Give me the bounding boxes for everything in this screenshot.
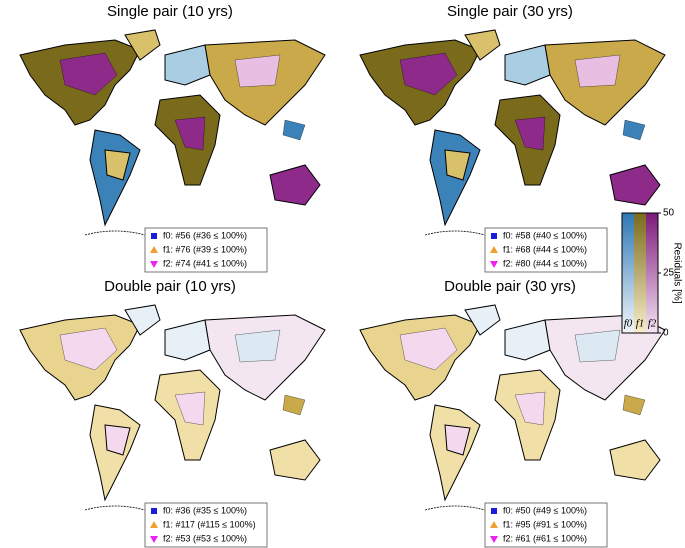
region: [609, 164, 661, 206]
legend-marker: [150, 521, 158, 528]
region: [622, 394, 646, 416]
colorbar-column-label: f1: [636, 318, 645, 330]
legend-marker: [491, 233, 497, 239]
region: [234, 54, 281, 88]
legend-label: f1: #117 (#115 ≤ 100%): [163, 519, 256, 529]
legend-marker: [490, 246, 498, 253]
region: [59, 327, 118, 371]
region: [399, 327, 458, 371]
map-panel: Single pair (10 yrs) f0: #56 (#36 ≤ 100%)…: [19, 3, 326, 273]
region: [504, 44, 551, 86]
legend-label: f0: #58 (#40 ≤ 100%): [503, 230, 587, 240]
legend-box: [144, 502, 268, 548]
region: [282, 119, 306, 141]
region: [104, 149, 131, 181]
region: [174, 391, 206, 426]
region: [104, 424, 131, 456]
panel-title: Double pair (30 yrs): [444, 278, 576, 295]
legend-label: f1: #68 (#44 ≤ 100%): [503, 244, 587, 254]
panel-title: Double pair (10 yrs): [104, 278, 236, 295]
legend-label: f0: #56 (#36 ≤ 100%): [163, 230, 247, 240]
map-panel: Double pair (10 yrs) f0: #36 (#35 ≤ 100%)…: [19, 278, 326, 548]
legend-marker: [490, 521, 498, 528]
legend-label: f2: #61 (#61 ≤ 100%): [503, 533, 587, 543]
region: [574, 54, 621, 88]
region: [124, 304, 161, 336]
region: [622, 119, 646, 141]
legend-label: f1: #95 (#91 ≤ 100%): [503, 519, 587, 529]
colorbar-tick-label: 0: [663, 328, 669, 339]
legend-marker: [490, 536, 498, 543]
legend-marker: [490, 261, 498, 268]
region: [609, 439, 661, 481]
region: [269, 164, 321, 206]
region: [164, 319, 211, 361]
colorbar-label: Residuals [%]: [671, 242, 682, 303]
colorbar-tick-label: 50: [663, 208, 675, 219]
panel-title: Single pair (30 yrs): [447, 3, 573, 20]
region: [464, 29, 501, 61]
legend-label: f1: #76 (#39 ≤ 100%): [163, 244, 247, 254]
legend-marker: [150, 261, 158, 268]
legend-box: [484, 502, 608, 548]
map-panel: Double pair (30 yrs) f0: #50 (#49 ≤ 100%)…: [359, 278, 666, 548]
legend-box: [144, 227, 268, 273]
region: [514, 391, 546, 426]
legend-label: f0: #36 (#35 ≤ 100%): [163, 505, 247, 515]
region: [234, 329, 281, 363]
region: [514, 116, 546, 151]
colorbar-column-label: f0: [624, 318, 633, 330]
panel-title: Single pair (10 yrs): [107, 3, 233, 20]
region: [59, 52, 118, 96]
colorbar-column-label: f2: [648, 318, 657, 330]
region: [504, 319, 551, 361]
legend-box: [484, 227, 608, 273]
colorbar-column: [646, 213, 658, 333]
legend-marker: [151, 508, 157, 514]
colorbar-column: [634, 213, 646, 333]
region: [282, 394, 306, 416]
legend-marker: [491, 508, 497, 514]
region: [399, 52, 458, 96]
region: [444, 424, 471, 456]
legend-marker: [151, 233, 157, 239]
region: [124, 29, 161, 61]
legend-label: f0: #50 (#49 ≤ 100%): [503, 505, 587, 515]
region: [269, 439, 321, 481]
colorbar-column: [622, 213, 634, 333]
colorbar-tick-label: 25: [663, 268, 675, 279]
region: [444, 149, 471, 181]
region: [164, 44, 211, 86]
region: [174, 116, 206, 151]
region: [574, 329, 621, 363]
legend-marker: [150, 246, 158, 253]
map-panel: Single pair (30 yrs) f0: #58 (#40 ≤ 100%)…: [359, 3, 666, 273]
legend-label: f2: #53 (#53 ≤ 100%): [163, 533, 247, 543]
legend-label: f2: #80 (#44 ≤ 100%): [503, 258, 587, 268]
region: [464, 304, 501, 336]
legend-marker: [150, 536, 158, 543]
legend-label: f2: #74 (#41 ≤ 100%): [163, 258, 247, 268]
